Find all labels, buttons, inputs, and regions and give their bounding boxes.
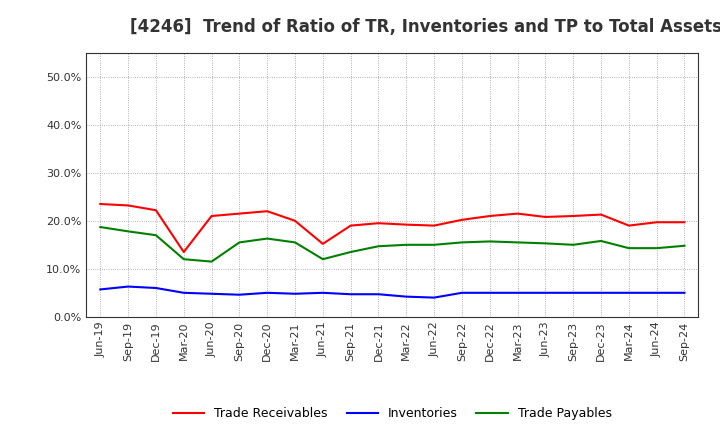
Inventories (318, 290, 327, 295)
Trade Receivables (652, 220, 661, 225)
Trade Payables (124, 229, 132, 234)
Inventories (513, 290, 522, 295)
Trade Payables (541, 241, 550, 246)
Trade Receivables (513, 211, 522, 216)
Trade Receivables (207, 213, 216, 219)
Inventories (597, 290, 606, 295)
Trade Receivables (263, 209, 271, 214)
Trade Receivables (346, 223, 355, 228)
Inventories (291, 291, 300, 297)
Inventories (179, 290, 188, 295)
Line: Inventories: Inventories (100, 286, 685, 297)
Trade Payables (96, 224, 104, 230)
Trade Receivables (680, 220, 689, 225)
Inventories (207, 291, 216, 297)
Trade Receivables (318, 241, 327, 246)
Text: [4246]  Trend of Ratio of TR, Inventories and TP to Total Assets: [4246] Trend of Ratio of TR, Inventories… (130, 18, 720, 36)
Trade Receivables (291, 218, 300, 224)
Trade Payables (152, 233, 161, 238)
Trade Receivables (152, 208, 161, 213)
Trade Receivables (597, 212, 606, 217)
Trade Payables (652, 246, 661, 251)
Inventories (624, 290, 633, 295)
Trade Payables (458, 240, 467, 245)
Trade Receivables (124, 203, 132, 208)
Inventories (430, 295, 438, 300)
Trade Payables (569, 242, 577, 247)
Trade Receivables (430, 223, 438, 228)
Trade Payables (207, 259, 216, 264)
Trade Payables (597, 238, 606, 244)
Trade Receivables (96, 202, 104, 207)
Inventories (541, 290, 550, 295)
Trade Receivables (624, 223, 633, 228)
Inventories (485, 290, 494, 295)
Inventories (346, 292, 355, 297)
Trade Receivables (569, 213, 577, 219)
Inventories (402, 294, 410, 299)
Inventories (96, 287, 104, 292)
Trade Payables (291, 240, 300, 245)
Inventories (374, 292, 383, 297)
Trade Payables (624, 246, 633, 251)
Inventories (680, 290, 689, 295)
Trade Payables (513, 240, 522, 245)
Trade Receivables (458, 217, 467, 223)
Trade Payables (346, 249, 355, 255)
Inventories (569, 290, 577, 295)
Inventories (235, 292, 243, 297)
Trade Payables (430, 242, 438, 247)
Inventories (652, 290, 661, 295)
Trade Payables (402, 242, 410, 247)
Trade Receivables (179, 249, 188, 255)
Trade Payables (485, 239, 494, 244)
Trade Payables (235, 240, 243, 245)
Trade Receivables (235, 211, 243, 216)
Line: Trade Receivables: Trade Receivables (100, 204, 685, 252)
Trade Payables (318, 257, 327, 262)
Inventories (263, 290, 271, 295)
Trade Receivables (485, 213, 494, 219)
Trade Receivables (374, 220, 383, 226)
Inventories (152, 286, 161, 291)
Trade Receivables (402, 222, 410, 227)
Trade Payables (179, 257, 188, 262)
Trade Payables (680, 243, 689, 249)
Line: Trade Payables: Trade Payables (100, 227, 685, 262)
Inventories (124, 284, 132, 289)
Legend: Trade Receivables, Inventories, Trade Payables: Trade Receivables, Inventories, Trade Pa… (168, 402, 617, 425)
Trade Payables (374, 244, 383, 249)
Inventories (458, 290, 467, 295)
Trade Payables (263, 236, 271, 241)
Trade Receivables (541, 214, 550, 220)
